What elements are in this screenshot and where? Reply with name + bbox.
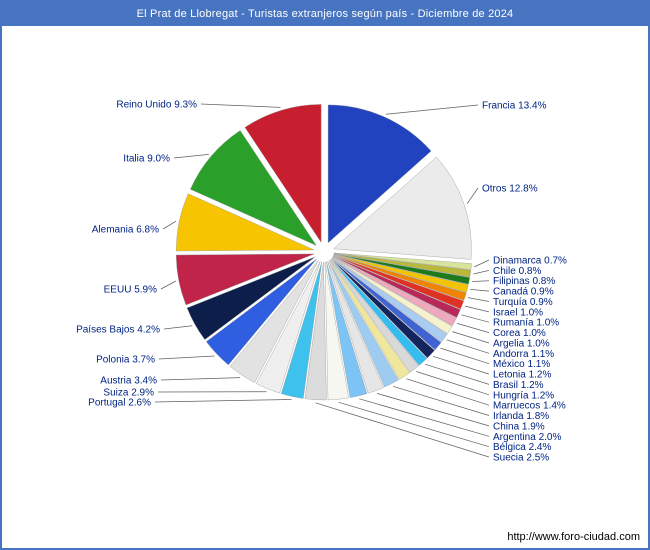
slice-label-eeuu: EEUU 5.9% [104, 285, 157, 296]
slice-label-portugal: Portugal 2.6% [88, 398, 151, 409]
slice-label-rumania: Rumanía 1.0% [493, 318, 559, 329]
pie-slice-mexico [331, 258, 442, 351]
pie-slice-canada [333, 254, 469, 293]
leader-line [473, 270, 490, 275]
pie-slice-polonia [206, 258, 317, 366]
leader-line [406, 378, 490, 406]
leader-line [461, 314, 490, 323]
slice-label-reino-unido: Reino Unido 9.3% [116, 100, 197, 111]
leader-line [158, 355, 215, 360]
slice-label-israel: Israel 1.0% [493, 307, 543, 318]
pie-slice-chile [333, 253, 472, 278]
leader-line [474, 259, 490, 268]
slice-label-dinamarca: Dinamarca 0.7% [493, 256, 567, 267]
pie-slice-belgica [324, 261, 349, 401]
slice-label-belgica: Bélgica 2.4% [493, 442, 551, 453]
pie-slice-filipinas [333, 253, 471, 285]
leader-line [456, 323, 490, 333]
leader-line [464, 305, 490, 313]
leader-line [452, 331, 490, 344]
pie-slice-alemania [176, 193, 315, 252]
pie-slice-china [327, 261, 384, 394]
leader-line [162, 220, 177, 230]
slice-label-corea: Corea 1.0% [493, 328, 546, 339]
slice-label-letonia: Letonia 1.2% [493, 370, 551, 381]
slice-label-francia: Francia 13.4% [482, 101, 547, 112]
pie-slice-austria [229, 260, 319, 383]
pie-slice-rumania [333, 255, 461, 318]
slice-label-irlanda: Irlanda 1.8% [493, 411, 549, 422]
slice-label-paises-bajos: Países Bajos 4.2% [76, 325, 160, 336]
leader-line [200, 103, 281, 108]
slice-label-chile: Chile 0.8% [493, 266, 541, 277]
leader-line [173, 154, 209, 159]
pie-slice-paises-bajos [186, 256, 316, 340]
leader-line [163, 325, 193, 330]
pie-slice-francia [327, 104, 432, 244]
pie-slice-otros [332, 156, 472, 260]
pie-slice-dinamarca [333, 252, 472, 270]
slice-label-andorra: Andorra 1.1% [493, 349, 554, 360]
pie-slice-italia [190, 130, 317, 247]
slice-label-suecia: Suecia 2.5% [493, 453, 549, 464]
slice-label-italia: Italia 9.0% [123, 154, 170, 165]
leader-line [466, 187, 479, 204]
pie-slice-suiza [256, 261, 321, 394]
leader-line [315, 402, 490, 458]
pie-slice-hungria [329, 259, 419, 373]
leader-line [160, 377, 241, 381]
pie-slice-argentina [326, 261, 368, 398]
slice-label-alemania: Alemania 6.8% [92, 225, 159, 236]
leader-line [160, 280, 176, 290]
slice-label-austria: Austria 3.4% [100, 376, 157, 387]
pie-slice-israel [333, 255, 464, 310]
leader-line [338, 401, 490, 448]
leader-line [467, 297, 490, 302]
leader-line [472, 280, 490, 282]
leader-line [392, 385, 490, 416]
pie-slice-letonia [331, 258, 435, 359]
slice-label-china: China 1.9% [493, 421, 545, 432]
slice-label-marruecos: Marruecos 1.4% [493, 401, 566, 412]
slice-label-argentina: Argentina 2.0% [493, 432, 561, 443]
slice-label-suiza: Suiza 2.9% [103, 388, 154, 399]
pie-slice-argelia [332, 257, 453, 334]
footer-url[interactable]: http://www.foro-ciudad.com [507, 531, 640, 543]
pie-slice-suecia [304, 261, 327, 401]
pie-slice-brasil [330, 259, 428, 366]
leader-line [416, 371, 490, 396]
slice-label-argelia: Argelia 1.0% [493, 338, 550, 349]
leader-line [470, 289, 490, 292]
leader-line [376, 393, 490, 427]
pie-slice-portugal [280, 261, 323, 399]
chart-title: El Prat de Llobregat - Turistas extranje… [2, 2, 648, 26]
pie-slice-corea [332, 256, 457, 327]
slice-label-brasil: Brasil 1.2% [493, 380, 544, 391]
slice-label-polonia: Polonia 3.7% [96, 355, 155, 366]
slice-label-otros: Otros 12.8% [482, 184, 538, 195]
pie-slice-eeuu [175, 253, 315, 306]
slice-label-hungria: Hungría 1.2% [493, 390, 554, 401]
leader-line [424, 363, 490, 385]
leader-line [359, 398, 490, 437]
pie-slice-marruecos [329, 260, 410, 380]
pie-slice-reino-unido [244, 104, 322, 244]
slice-label-mexico: México 1.1% [493, 359, 550, 370]
pie-slice-turquia [333, 254, 467, 301]
leader-line [433, 355, 490, 375]
pie-slice-andorra [332, 257, 448, 343]
slice-label-turquia: Turquía 0.9% [493, 297, 553, 308]
leader-line [446, 339, 490, 354]
leader-line [385, 104, 479, 115]
leader-line [154, 399, 292, 403]
slice-label-canada: Canadá 0.9% [493, 287, 554, 298]
leader-line [440, 347, 490, 365]
pie-slice-irlanda [328, 260, 399, 388]
slice-label-filipinas: Filipinas 0.8% [493, 276, 555, 287]
